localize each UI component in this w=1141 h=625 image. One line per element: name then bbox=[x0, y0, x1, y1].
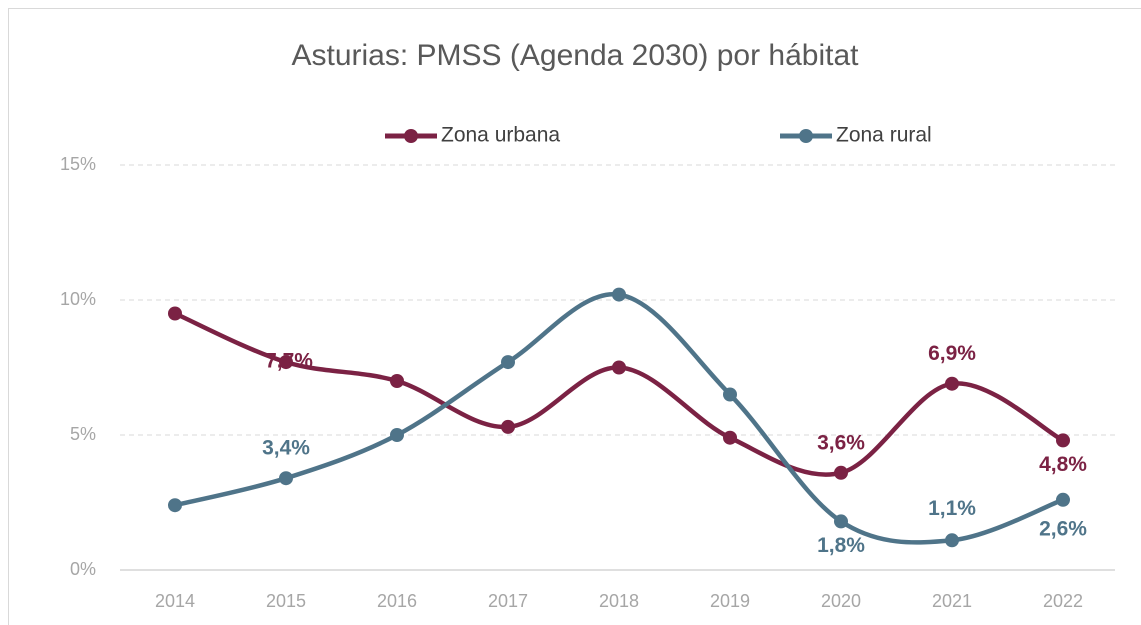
data-point bbox=[390, 374, 404, 388]
legend-label: Zona urbana bbox=[441, 124, 560, 147]
data-point bbox=[1056, 492, 1070, 507]
x-tick-label: 2017 bbox=[488, 591, 528, 611]
data-label: 6,9% bbox=[928, 342, 976, 365]
data-point bbox=[279, 355, 293, 370]
data-label: 7,7% bbox=[265, 350, 313, 373]
x-tick-label: 2018 bbox=[599, 591, 639, 611]
x-tick-label: 2019 bbox=[710, 591, 750, 611]
data-point bbox=[612, 360, 626, 375]
data-point bbox=[501, 419, 515, 434]
data-label: 1,1% bbox=[928, 497, 976, 520]
x-tick-label: 2015 bbox=[266, 591, 306, 611]
data-point bbox=[945, 376, 959, 391]
data-label: 2,6% bbox=[1039, 517, 1087, 540]
y-tick-label: 0% bbox=[70, 559, 96, 579]
legend-label: Zona rural bbox=[836, 124, 932, 147]
y-tick-label: 5% bbox=[70, 424, 96, 444]
data-point bbox=[501, 355, 515, 370]
data-label: 1,8% bbox=[817, 534, 865, 557]
x-tick-label: 2021 bbox=[932, 591, 972, 611]
legend-marker bbox=[404, 129, 418, 143]
data-point bbox=[390, 428, 404, 442]
x-tick-label: 2022 bbox=[1043, 591, 1083, 611]
x-tick-label: 2014 bbox=[155, 591, 195, 611]
data-point bbox=[168, 306, 182, 321]
data-label: 3,6% bbox=[817, 431, 865, 454]
data-point bbox=[834, 465, 848, 480]
data-point bbox=[168, 498, 182, 513]
y-tick-label: 10% bbox=[60, 289, 96, 309]
data-point bbox=[945, 533, 959, 548]
data-point bbox=[612, 287, 626, 302]
data-point bbox=[723, 430, 737, 445]
data-point bbox=[279, 471, 293, 486]
chart-border bbox=[8, 8, 1141, 625]
legend-marker bbox=[799, 129, 813, 143]
data-point bbox=[1056, 433, 1070, 448]
chart-title: Asturias: PMSS (Agenda 2030) por hábitat bbox=[292, 39, 860, 72]
data-point bbox=[834, 514, 848, 529]
data-label: 4,8% bbox=[1039, 453, 1087, 476]
x-tick-label: 2016 bbox=[377, 591, 417, 611]
y-tick-label: 15% bbox=[60, 154, 96, 174]
data-label: 3,4% bbox=[262, 437, 310, 460]
x-tick-label: 2020 bbox=[821, 591, 861, 611]
data-point bbox=[723, 387, 737, 402]
